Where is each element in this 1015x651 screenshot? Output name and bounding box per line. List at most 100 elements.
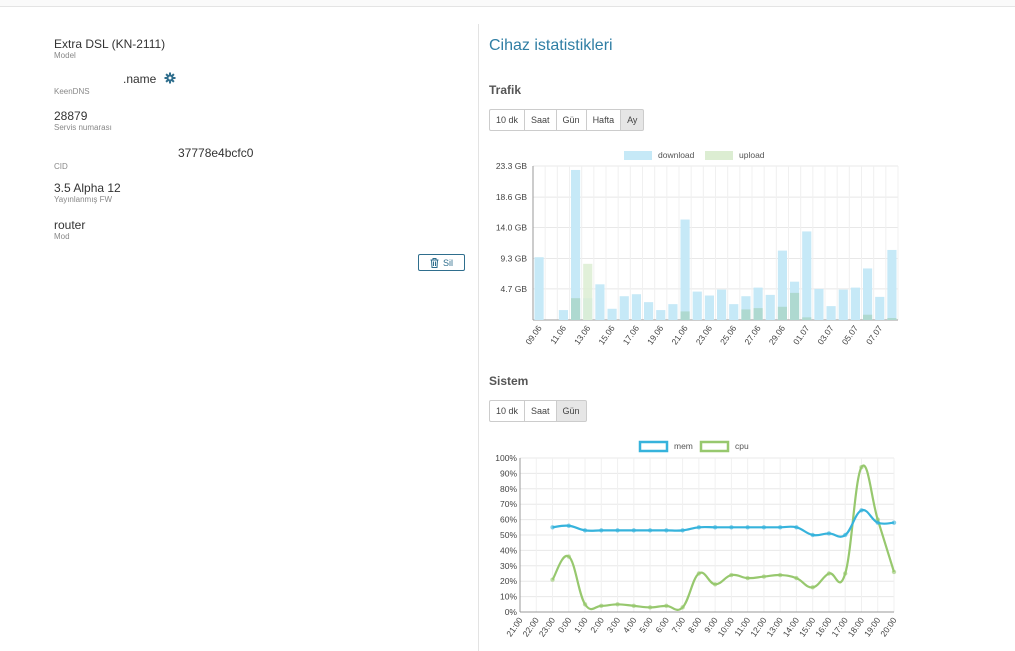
system-xtick: 5:00 bbox=[637, 615, 655, 635]
mem-point-10-00 bbox=[729, 525, 734, 530]
cpu-point-9-00 bbox=[712, 582, 718, 587]
download-bar-15.06 bbox=[607, 308, 617, 320]
system-ytick: 60% bbox=[500, 515, 517, 525]
download-bar-16.06 bbox=[619, 296, 629, 320]
legend-label-cpu: cpu bbox=[735, 441, 749, 451]
mem-point-6-00 bbox=[664, 528, 669, 533]
traffic-hafta-button[interactable]: Hafta bbox=[585, 109, 622, 131]
legend-swatch-mem bbox=[638, 440, 669, 453]
cpu-point-15-00 bbox=[810, 585, 815, 590]
cpu-point-2-00 bbox=[599, 603, 604, 609]
stats-title: Cihaz istatistikleri bbox=[489, 37, 613, 54]
system-xtick: 0:00 bbox=[556, 615, 574, 635]
traffic-xtick: 03.07 bbox=[815, 323, 836, 346]
system-xtick: 19:00 bbox=[862, 615, 883, 638]
system-heading: Sistem bbox=[489, 374, 529, 388]
mem-point-14-00 bbox=[794, 525, 799, 530]
system-saat-button[interactable]: Saat bbox=[524, 400, 557, 422]
mem-point-19-00 bbox=[875, 520, 880, 525]
system-range-buttons: 10 dk Saat Gün bbox=[489, 400, 587, 422]
download-bar-29.06 bbox=[777, 250, 787, 320]
service-field: 28879 Servis numarası bbox=[54, 109, 112, 133]
download-bar-17.06 bbox=[631, 294, 641, 320]
system-ytick: 90% bbox=[500, 468, 517, 478]
cid-label: CID bbox=[54, 162, 68, 171]
cpu-point-3-00 bbox=[615, 602, 620, 607]
gear-icon[interactable] bbox=[164, 72, 176, 87]
system-legend: mem cpu bbox=[638, 440, 749, 453]
system-xtick: 12:00 bbox=[748, 615, 769, 638]
upload-bar-21.06 bbox=[680, 311, 690, 320]
traffic-xtick: 25.06 bbox=[718, 323, 739, 346]
upload-bar-13.06 bbox=[583, 263, 593, 320]
legend-label-mem: mem bbox=[674, 441, 693, 451]
traffic-heading: Trafik bbox=[489, 83, 522, 97]
traffic-g-n-button[interactable]: Gün bbox=[555, 109, 587, 131]
panel-divider bbox=[478, 24, 479, 651]
mem-point-2-00 bbox=[599, 528, 604, 533]
traffic-saat-button[interactable]: Saat bbox=[524, 109, 557, 131]
download-bar-25.06 bbox=[729, 304, 739, 320]
system-ytick: 70% bbox=[500, 499, 517, 509]
firmware-label: Yayınlanmış FW bbox=[54, 195, 113, 204]
keendns-field: .name KeenDNS bbox=[54, 72, 176, 97]
delete-button[interactable]: Sil bbox=[418, 254, 465, 271]
system-xtick: 23:00 bbox=[537, 615, 558, 638]
system-xtick: 18:00 bbox=[846, 615, 867, 638]
mode-value: router bbox=[54, 218, 86, 232]
mem-point-16-00 bbox=[826, 531, 832, 536]
download-bar-27.06 bbox=[753, 287, 763, 320]
keendns-value: .name bbox=[123, 72, 157, 86]
cpu-point-17-00 bbox=[843, 571, 848, 576]
system-xtick: 2:00 bbox=[588, 615, 606, 635]
mem-point-5-00 bbox=[647, 528, 653, 533]
cpu-point-23-00 bbox=[550, 577, 555, 582]
system-g-n-button[interactable]: Gün bbox=[555, 400, 587, 422]
upload-bar-01.07 bbox=[802, 317, 812, 320]
download-bar-20.06 bbox=[668, 304, 678, 320]
upload-bar-27.06 bbox=[753, 308, 763, 320]
download-bar-02.07 bbox=[814, 288, 824, 320]
download-bar-08.07 bbox=[887, 249, 897, 320]
delete-label: Sil bbox=[442, 257, 453, 268]
system-xtick: 4:00 bbox=[621, 615, 639, 635]
cpu-point-6-00 bbox=[664, 603, 669, 609]
model-label: Model bbox=[54, 51, 76, 60]
mode-label: Mod bbox=[54, 232, 70, 241]
mem-point-13-00 bbox=[777, 525, 783, 530]
traffic-ay-button[interactable]: Ay bbox=[620, 109, 645, 131]
service-value: 28879 bbox=[54, 109, 88, 123]
system-xtick: 10:00 bbox=[716, 615, 737, 638]
download-bar-24.06 bbox=[717, 289, 727, 320]
traffic-xtick: 09.06 bbox=[523, 323, 544, 346]
system-chart: mem cpu 0% 10% 20% 30% 40% 50% 60% 70% 80% 90% 100% 2… bbox=[495, 440, 899, 639]
download-bar-28.06 bbox=[765, 294, 775, 320]
mem-point-8-00 bbox=[696, 525, 702, 530]
mem-point-20-00 bbox=[891, 520, 897, 525]
system-xtick: 16:00 bbox=[813, 615, 834, 638]
mem-point-0-00 bbox=[566, 523, 571, 528]
download-bar-05.07 bbox=[850, 287, 860, 320]
download-bar-19.06 bbox=[656, 310, 666, 320]
traffic-range-buttons: 10 dk Saat Gün Hafta Ay bbox=[489, 109, 645, 131]
download-bar-18.06 bbox=[644, 302, 654, 320]
system-xtick: 20:00 bbox=[878, 615, 899, 638]
system-xtick: 15:00 bbox=[797, 615, 818, 638]
upload-bar-26.06 bbox=[741, 309, 751, 320]
system-10-dk-button[interactable]: 10 dk bbox=[489, 400, 526, 422]
traffic-xtick: 05.07 bbox=[840, 323, 861, 346]
upload-bar-06.07 bbox=[863, 314, 873, 320]
traffic-10-dk-button[interactable]: 10 dk bbox=[489, 109, 526, 131]
mem-point-9-00 bbox=[712, 525, 718, 530]
system-xtick: 17:00 bbox=[829, 615, 850, 638]
traffic-xtick: 11.06 bbox=[548, 323, 568, 346]
mem-point-12-00 bbox=[761, 525, 767, 530]
traffic-xtick: 27.06 bbox=[742, 323, 763, 346]
upload-bar-12.06 bbox=[571, 298, 581, 320]
legend-swatch-upload bbox=[705, 151, 733, 160]
upload-bar-30.06 bbox=[790, 292, 800, 320]
traffic-ytick: 18.6 GB bbox=[496, 192, 528, 202]
firmware-field: 3.5 Alpha 12 Yayınlanmış FW bbox=[54, 181, 121, 205]
system-ytick: 10% bbox=[500, 592, 517, 602]
mem-point-15-00 bbox=[810, 532, 815, 538]
